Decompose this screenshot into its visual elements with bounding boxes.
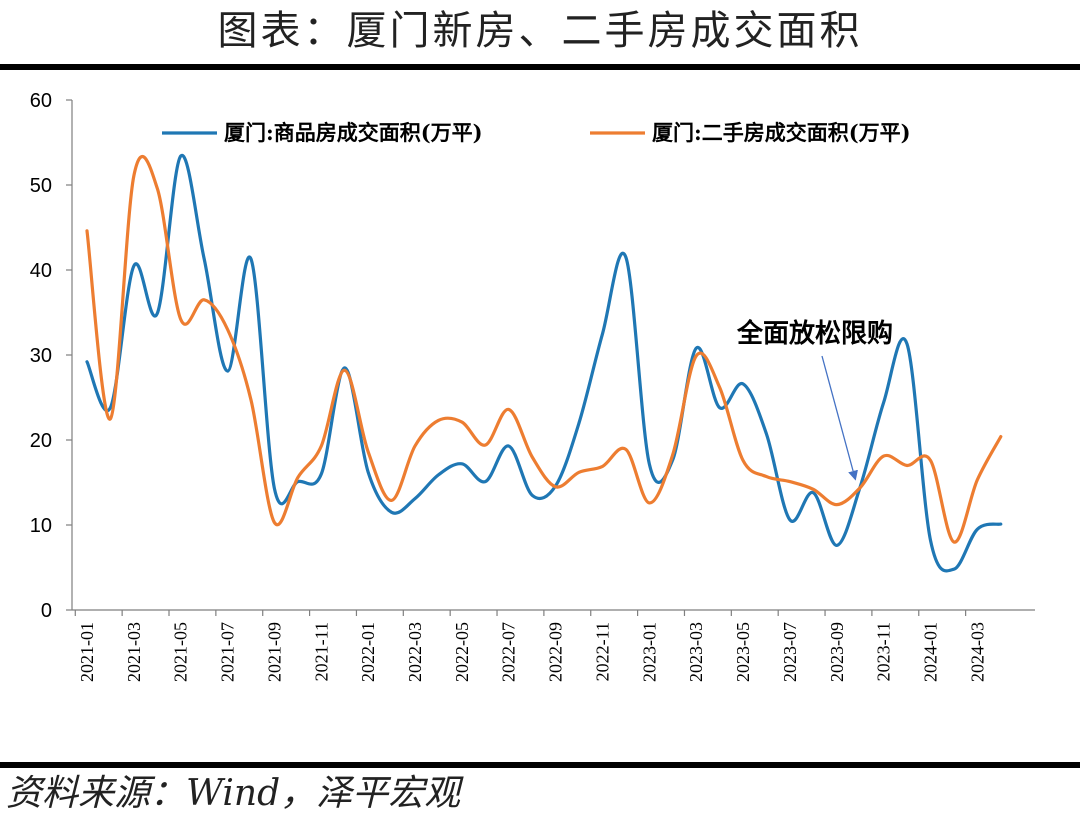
- axes: 0 10 20 30 40 50 60 2021-01 2021-03 2021-05 2021-0…: [30, 90, 1035, 682]
- x-tick-label: 2023-11: [874, 622, 894, 681]
- legend-label: 厦门:二手房成交面积(万平): [652, 120, 911, 145]
- legend: 厦门:商品房成交面积(万平) 厦门:二手房成交面积(万平): [162, 120, 911, 145]
- x-tick-label: 2021-05: [171, 622, 191, 682]
- x-tick-label: 2021-07: [218, 622, 238, 682]
- legend-label: 厦门:商品房成交面积(万平): [224, 120, 483, 145]
- y-tick-label: 0: [41, 600, 52, 622]
- x-tick-label: 2023-01: [639, 622, 659, 682]
- x-tick-label: 2023-09: [827, 622, 847, 682]
- line-chart: 0 10 20 30 40 50 60 2021-01 2021-03 2021-05 2021-0…: [30, 90, 1035, 682]
- y-tick-label: 40: [30, 260, 52, 282]
- y-tick-label: 50: [30, 175, 52, 197]
- x-tick-label: 2021-01: [77, 622, 97, 682]
- series-line-new-homes: [85, 153, 1003, 573]
- x-tick-label: 2022-03: [405, 622, 425, 682]
- y-tick-label: 20: [30, 430, 52, 452]
- source-note: 资料来源：Wind，泽平宏观: [6, 773, 461, 814]
- y-tick-label: 30: [30, 345, 52, 367]
- series-line-resale-homes: [85, 155, 1003, 544]
- y-tick-label: 10: [30, 515, 52, 537]
- x-tick-label: 2024-03: [967, 622, 987, 682]
- x-tick-label: 2021-03: [124, 622, 144, 682]
- bottom-rule: [0, 762, 1080, 768]
- x-tick-label: 2023-03: [686, 622, 706, 682]
- x-tick-label: 2023-07: [780, 622, 800, 682]
- y-tick-label: 60: [30, 90, 52, 112]
- x-tick-label: 2021-11: [311, 622, 331, 681]
- x-tick-label: 2023-05: [733, 622, 753, 682]
- annotation: 全面放松限购: [736, 318, 893, 481]
- x-tick-label: 2022-09: [546, 622, 566, 682]
- figure-title: 图表：厦门新房、二手房成交面积: [217, 8, 863, 54]
- annotation-text: 全面放松限购: [736, 318, 893, 349]
- x-tick-label: 2022-01: [358, 622, 378, 682]
- x-tick-label: 2024-01: [920, 622, 940, 682]
- annotation-arrow: [821, 355, 858, 481]
- top-rule: [0, 64, 1080, 70]
- x-tick-label: 2021-09: [264, 622, 284, 682]
- series-lines: [85, 153, 1003, 573]
- x-tick-label: 2022-11: [592, 622, 612, 681]
- x-tick-label: 2022-05: [452, 622, 472, 682]
- x-tick-label: 2022-07: [499, 622, 519, 682]
